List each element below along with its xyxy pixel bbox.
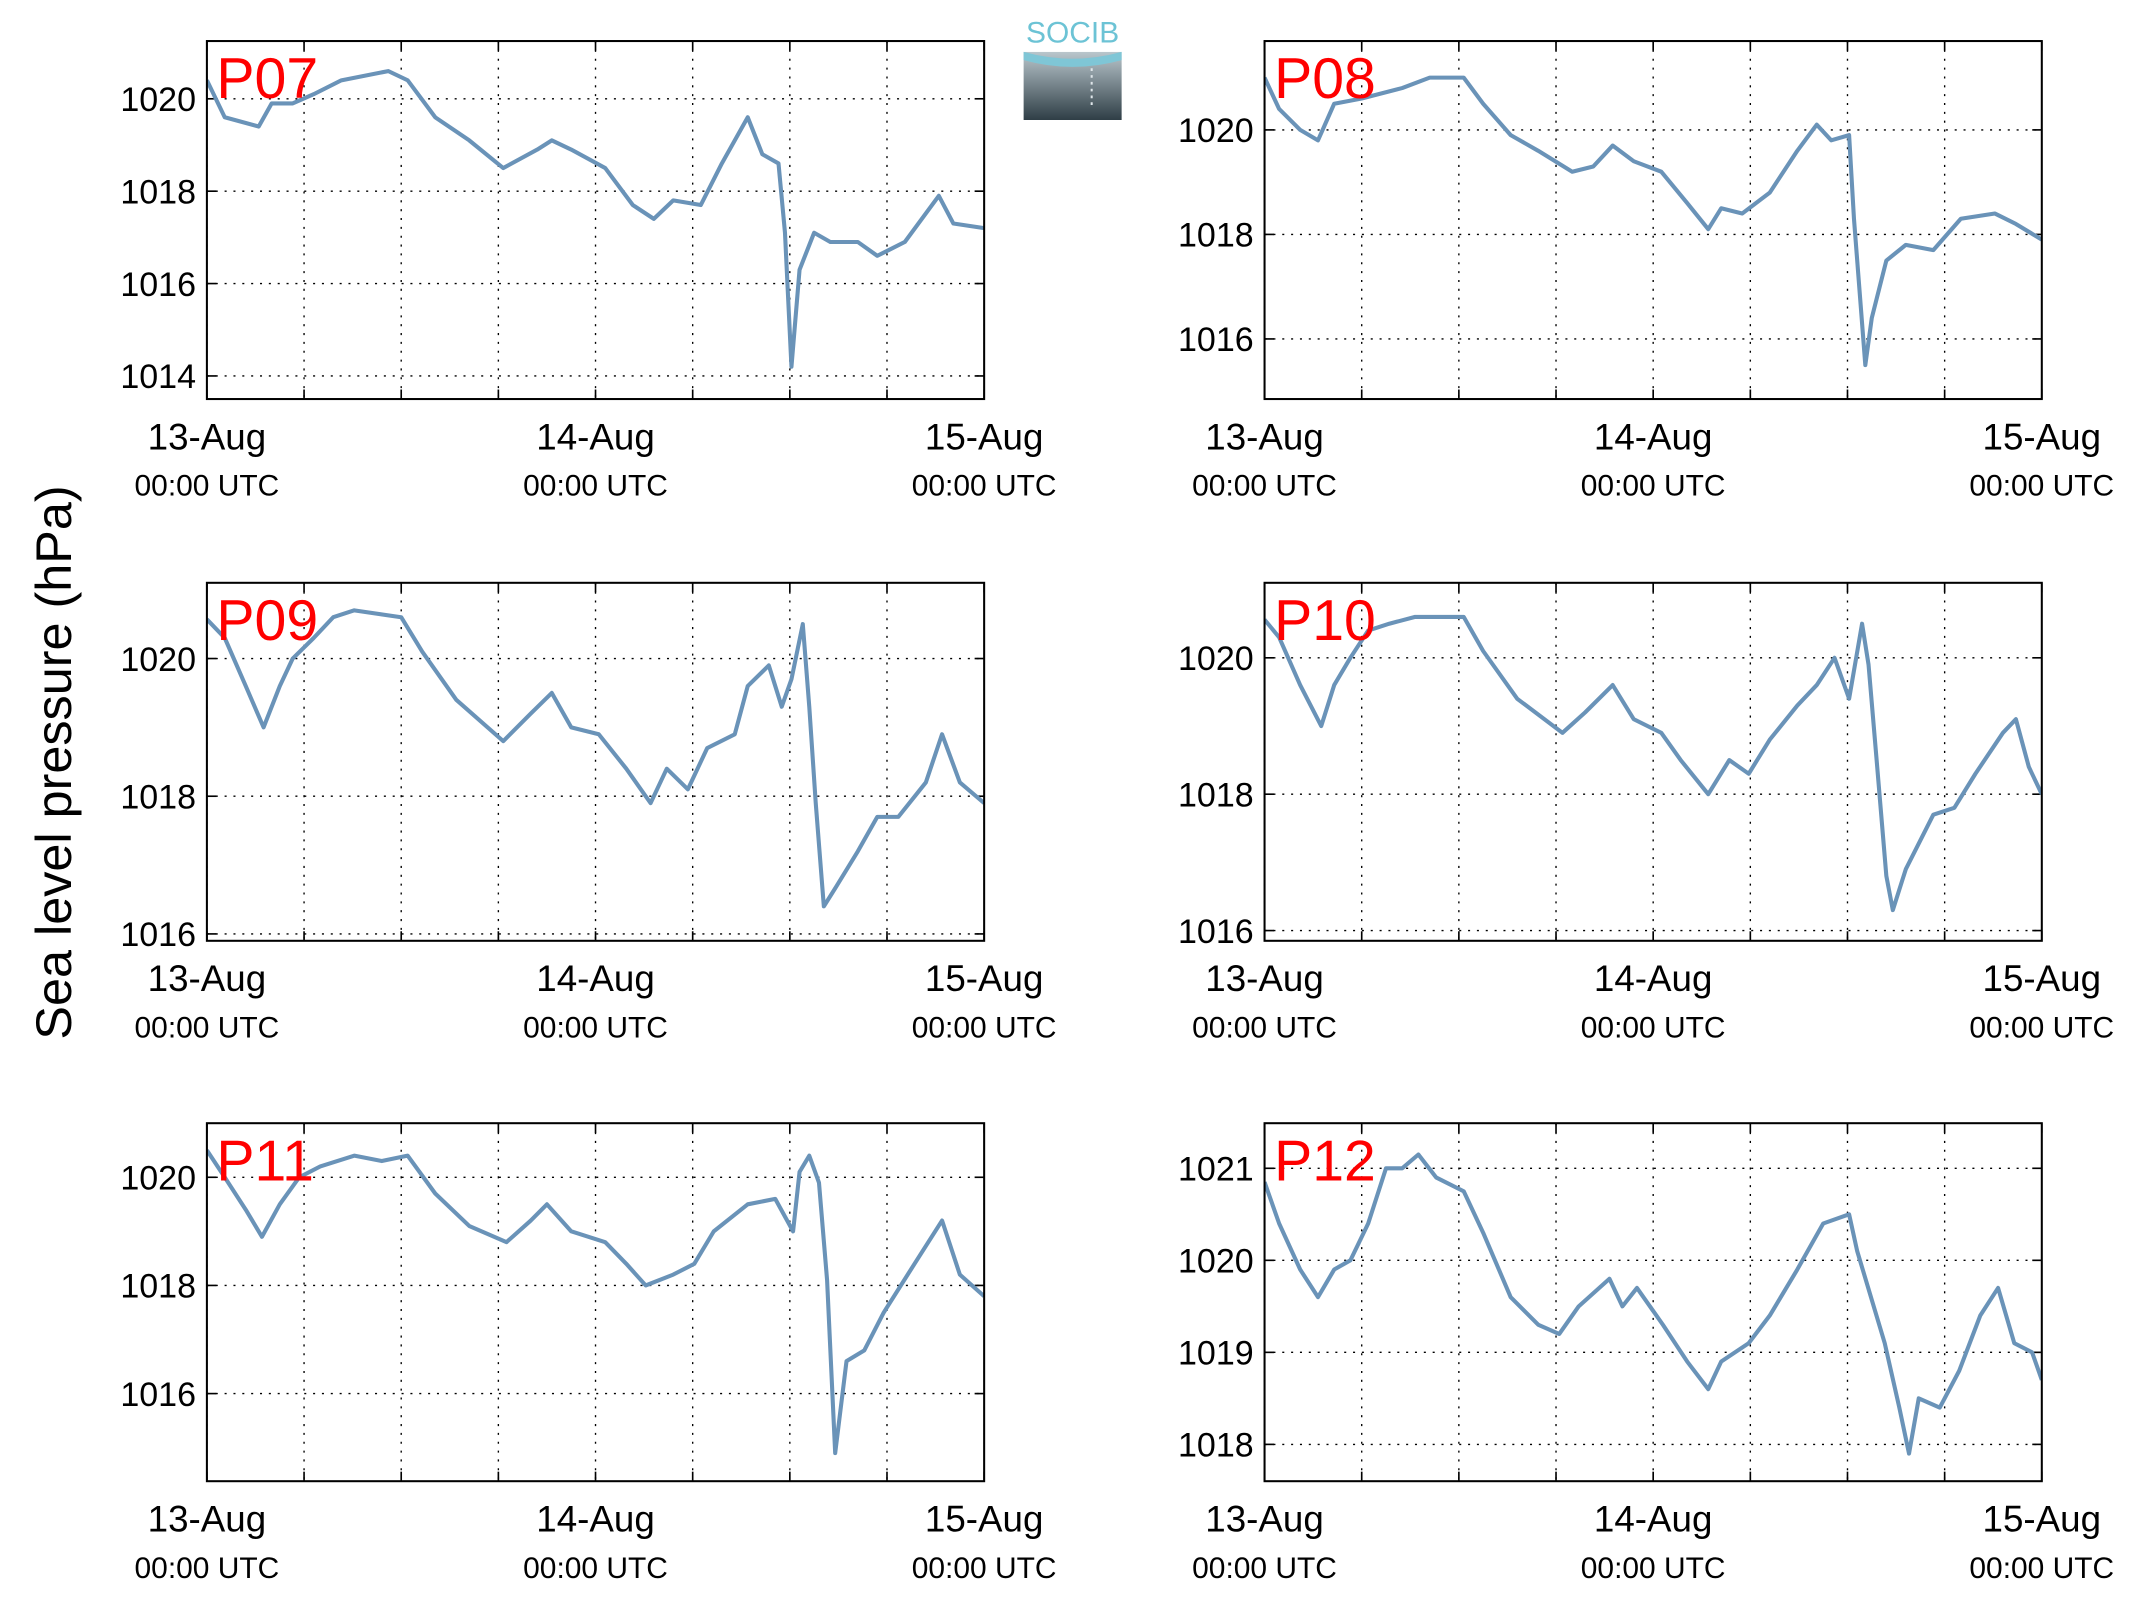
y-tick-label: 1020	[120, 81, 196, 119]
y-tick-label: 1020	[120, 641, 196, 679]
panel: 1014 1016 1018 1020 13-Aug 00:00 UTC 14-Aug 00:…	[120, 40, 1057, 503]
data-line	[206, 608, 985, 909]
panel-title: P08	[1274, 47, 1376, 111]
logo-wave	[1023, 51, 1122, 67]
x-tick-label: 15-Aug 00:00 UTC	[912, 958, 1057, 1044]
y-tick-label: 1020	[1178, 640, 1254, 678]
y-tick-label: 1020	[1178, 112, 1254, 150]
y-tick-label: 1018	[1178, 217, 1254, 255]
x-tick-label: 14-Aug 00:00 UTC	[1581, 1499, 1726, 1585]
y-tick-label: 1016	[120, 1376, 196, 1414]
y-tick-label: 1020	[1178, 1243, 1254, 1281]
y-tick-label: 1016	[1178, 321, 1254, 359]
panel-title: P11	[216, 1129, 313, 1193]
data-line	[1264, 75, 2042, 368]
x-tick-label: 15-Aug 00:00 UTC	[1969, 416, 2114, 502]
y-tick-label: 1018	[120, 1268, 196, 1306]
data-line	[1264, 1152, 2042, 1456]
x-tick-label: 13-Aug 00:00 UTC	[1192, 1499, 1337, 1585]
x-tick-label: 14-Aug 00:00 UTC	[523, 1499, 668, 1585]
data-line	[206, 1149, 985, 1456]
data-line	[1264, 614, 2042, 913]
plot-frame	[1263, 40, 2043, 401]
x-tick-label: 13-Aug 00:00 UTC	[1192, 958, 1337, 1044]
y-tick-label: 1016	[1178, 913, 1254, 951]
y-tick-label: 1019	[1178, 1335, 1254, 1373]
plot-frame	[1263, 581, 2043, 942]
data-line	[206, 69, 985, 369]
x-tick-label: 14-Aug 00:00 UTC	[1581, 958, 1726, 1044]
x-tick-label: 15-Aug 00:00 UTC	[912, 1499, 1057, 1585]
plot-frame	[1263, 1122, 2043, 1483]
panel-title: P10	[1274, 589, 1376, 653]
y-tick-label: 1018	[120, 173, 196, 211]
x-tick-label: 15-Aug 00:00 UTC	[1969, 1499, 2114, 1585]
y-tick-label: 1016	[120, 916, 196, 954]
panel-title: P12	[1274, 1129, 1376, 1193]
y-tick-label: 1018	[1178, 776, 1254, 814]
x-tick-label: 13-Aug 00:00 UTC	[135, 958, 280, 1044]
panel: 1016 1018 1020 13-Aug 00:00 UTC 14-Aug 00:00 U…	[1178, 581, 2114, 1044]
y-tick-label: 1018	[1178, 1427, 1254, 1465]
panel: 1016 1018 1020 13-Aug 00:00 UTC 14-Aug 00:00 U…	[120, 581, 1057, 1044]
y-tick-label: 1020	[120, 1160, 196, 1198]
y-tick-label: 1016	[120, 266, 196, 304]
y-tick-label: 1014	[120, 358, 196, 396]
x-tick-label: 13-Aug 00:00 UTC	[135, 416, 280, 502]
logo: SOCIB	[1023, 16, 1122, 120]
panel: 1016 1018 1020 13-Aug 00:00 UTC 14-Aug 00:00 U…	[120, 1122, 1057, 1585]
x-tick-label: 14-Aug 00:00 UTC	[523, 958, 668, 1044]
logo-text: SOCIB	[1026, 16, 1119, 49]
y-axis-label: Sea level pressure (hPa)	[25, 485, 82, 1039]
plot-frame	[205, 581, 986, 942]
plot-frame	[205, 40, 986, 401]
panel: 1018 1019 1020 1021 13-Aug 00:00 UTC 14-Aug 00:…	[1178, 1122, 2114, 1585]
x-tick-label: 13-Aug 00:00 UTC	[135, 1499, 280, 1585]
x-tick-label: 15-Aug 00:00 UTC	[912, 416, 1057, 502]
x-tick-label: 13-Aug 00:00 UTC	[1192, 416, 1337, 502]
panel-title: P07	[216, 47, 318, 111]
plot-area	[206, 582, 985, 941]
y-tick-label: 1018	[120, 778, 196, 816]
x-tick-label: 14-Aug 00:00 UTC	[523, 416, 668, 502]
x-tick-label: 14-Aug 00:00 UTC	[1581, 416, 1726, 502]
plot-area	[1264, 582, 2042, 941]
x-tick-label: 15-Aug 00:00 UTC	[1969, 958, 2114, 1044]
y-tick-label: 1021	[1178, 1151, 1254, 1189]
panel: 1016 1018 1020 13-Aug 00:00 UTC 14-Aug 00:00 U…	[1178, 40, 2114, 503]
plot-frame	[205, 1122, 986, 1483]
panel-title: P09	[216, 589, 318, 653]
